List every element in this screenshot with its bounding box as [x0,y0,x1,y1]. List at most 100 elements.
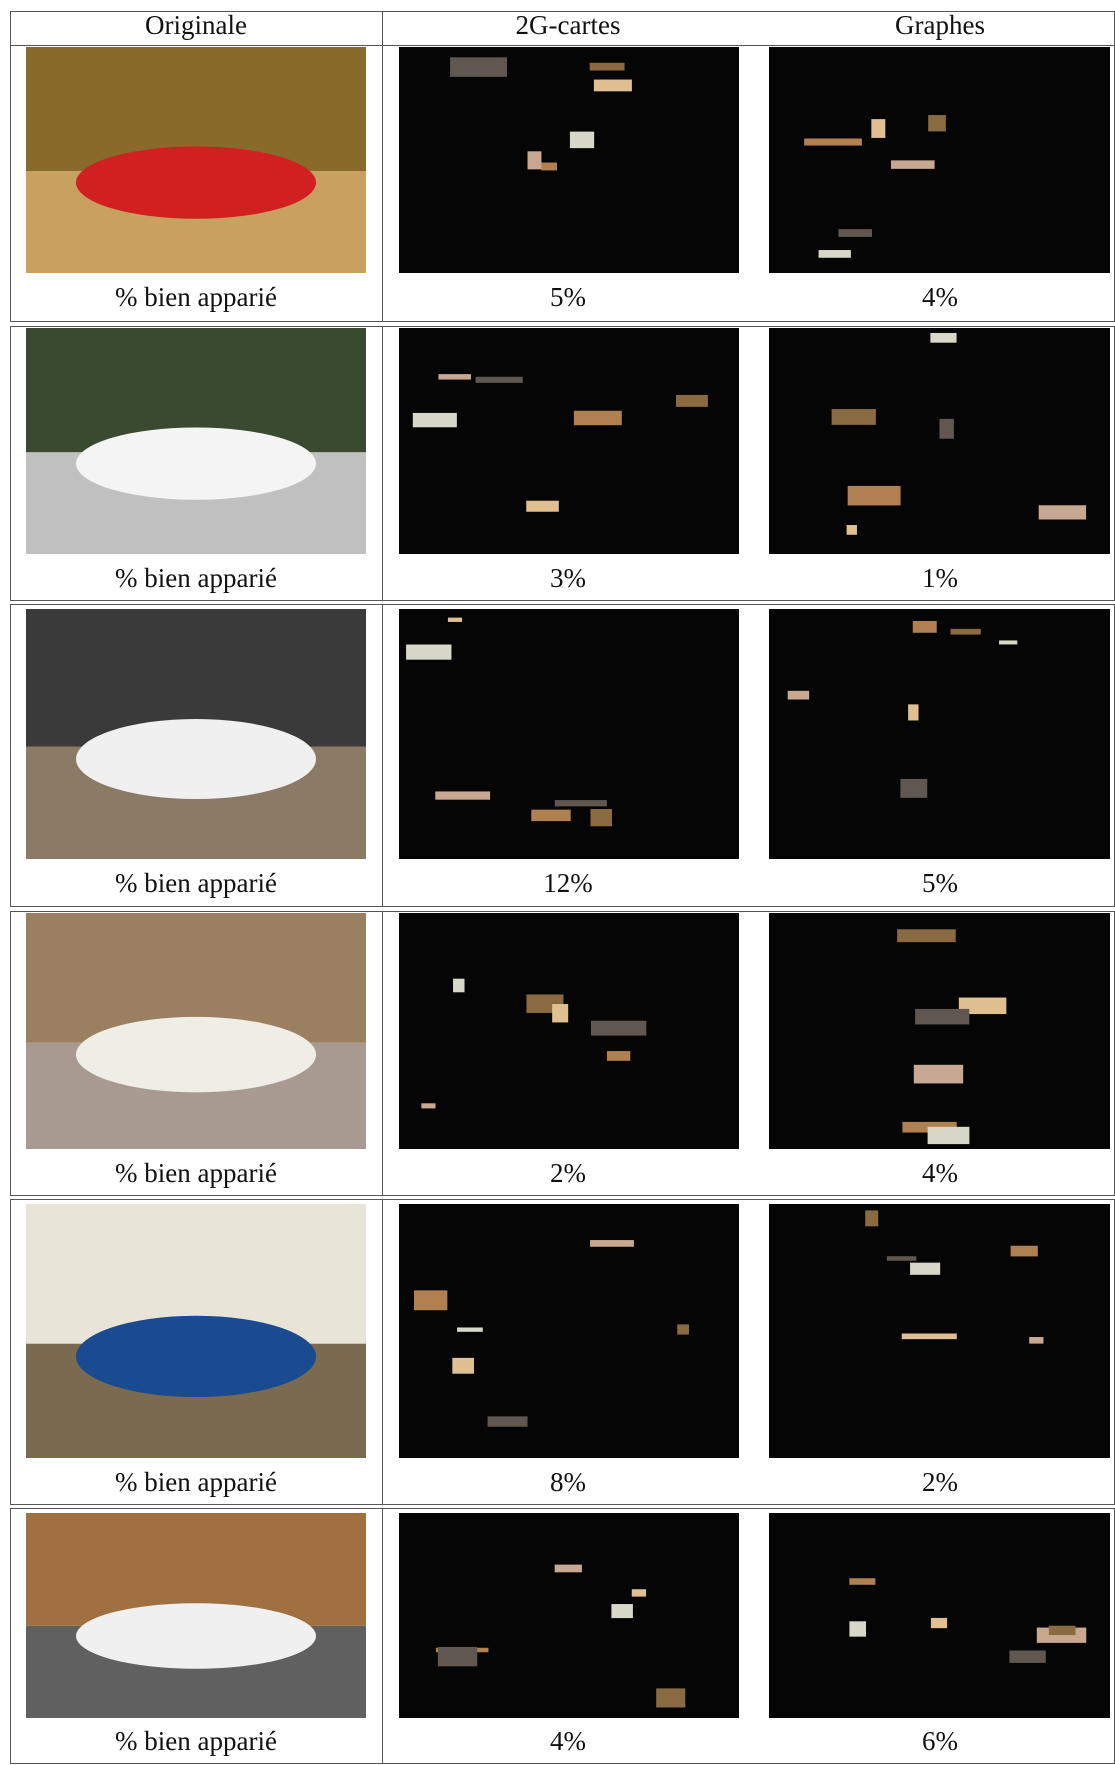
column-header: 2G-cartes [516,10,621,40]
matched-region [950,628,981,635]
row-label: % bien apparié [115,868,277,898]
matched-region [554,800,607,807]
result-image [769,47,1110,273]
match-percentage: 2% [550,1158,586,1188]
original-image [26,609,366,859]
result-image [769,609,1110,859]
matched-region [453,978,465,993]
matched-region [573,410,622,426]
matched-region [913,1064,964,1084]
row-label: % bien apparié [115,1726,277,1756]
matched-region [677,1324,690,1335]
match-percentage: 1% [922,563,958,593]
matched-region [908,704,919,721]
matched-region [849,1621,867,1637]
matched-region [590,809,612,827]
image-background [769,913,1110,1149]
match-percentage: 8% [550,1467,586,1497]
matched-region [452,1357,474,1374]
matched-region [886,1256,917,1261]
matched-region [912,620,937,633]
result-image [769,1204,1110,1458]
matched-region [414,1290,448,1311]
matched-region [930,1617,948,1629]
match-percentage: 5% [922,868,958,898]
matched-region [554,1564,582,1573]
image-background [399,47,739,273]
image-subject [76,1603,316,1669]
image-background [769,609,1110,859]
matched-region [631,1589,647,1597]
matched-region [804,138,862,146]
matched-region [552,1004,569,1023]
image-background [769,47,1110,273]
matched-region [593,79,632,92]
image-background [769,328,1110,554]
result-image [399,1513,739,1718]
matched-region [847,485,901,506]
match-percentage: 5% [550,282,586,312]
matched-region [910,1262,941,1275]
image-background [399,328,739,554]
matched-region [958,997,1007,1015]
matched-region [1009,1650,1046,1663]
result-image [399,1204,739,1458]
match-percentage: 4% [922,1158,958,1188]
matched-region [590,1240,634,1247]
matched-region [438,374,471,380]
matched-region [838,229,872,237]
match-percentage: 4% [922,282,958,312]
image-subject [76,1315,316,1398]
matched-region [1010,1245,1038,1257]
original-image [26,1204,366,1458]
matched-region [611,1604,633,1619]
image-background [399,1513,739,1718]
matched-region [871,119,886,138]
matched-region [787,690,810,700]
matched-region [531,809,571,822]
result-image [769,913,1110,1149]
match-percentage: 2% [922,1467,958,1497]
column-header: Originale [145,10,247,40]
matched-region [527,151,542,170]
match-percentage: 3% [550,563,586,593]
matched-region [897,929,956,943]
image-subject [76,719,316,799]
original-image [26,328,366,554]
matched-region [1038,505,1087,520]
image-subject [76,146,316,219]
matched-region [437,1646,478,1667]
image-subject [76,427,316,500]
match-percentage: 6% [922,1726,958,1756]
matched-region [676,394,708,407]
matched-region [412,412,457,428]
row-label: % bien apparié [115,1158,277,1188]
result-image [769,1513,1110,1718]
matched-region [930,332,957,343]
matched-region [475,376,523,383]
matched-region [656,1688,686,1708]
matched-region [846,525,857,535]
image-background [399,913,739,1149]
matched-region [606,1051,631,1061]
result-image [399,609,739,859]
matched-region [406,644,452,660]
matched-region [999,640,1018,645]
row-label: % bien apparié [115,563,277,593]
matched-region [447,617,463,622]
row-label: % bien apparié [115,1467,277,1497]
matched-region [450,57,508,77]
image-background [769,1204,1110,1458]
matched-region [831,409,876,425]
result-image [769,328,1110,554]
matched-region [589,62,625,71]
matched-region [927,1126,970,1145]
result-image [399,913,739,1149]
result-image [399,47,739,273]
matched-region [487,1416,528,1427]
match-percentage: 4% [550,1726,586,1756]
original-image [26,1513,366,1718]
match-percentage: 12% [543,868,593,898]
matched-region [435,791,491,800]
